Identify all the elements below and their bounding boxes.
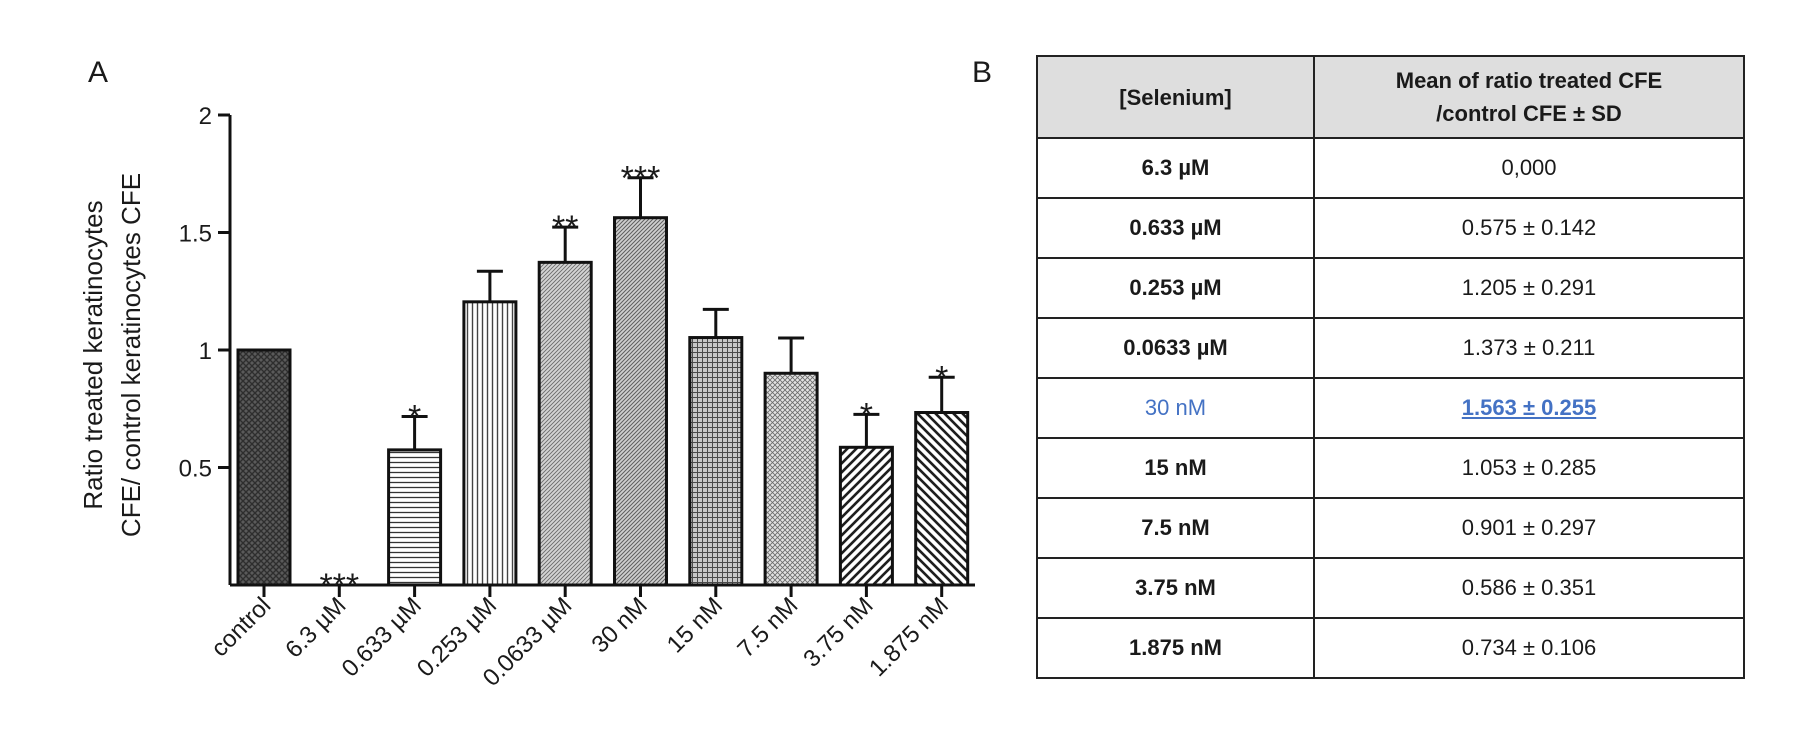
- table-header-row: [Selenium] Mean of ratio treated CFE /co…: [1036, 55, 1745, 139]
- row-mean: 0.575 ± 0.142: [1313, 197, 1745, 259]
- bar: [613, 216, 668, 587]
- table-row: 3.75 nM 0.586 ± 0.351: [1036, 557, 1745, 619]
- row-concentration: 3.75 nM: [1036, 557, 1315, 619]
- table-row: 0.253 µM 1.205 ± 0.291: [1036, 257, 1745, 319]
- y-tick-label: 1: [199, 338, 212, 365]
- row-concentration: 0.633 µM: [1036, 197, 1315, 259]
- y-ticks: 2 1.5 1 0.5: [179, 103, 230, 483]
- row-concentration: 0.253 µM: [1036, 257, 1315, 319]
- row-mean-value: 0.575 ± 0.142: [1461, 215, 1597, 240]
- table-row: 15 nM 1.053 ± 0.285: [1036, 437, 1745, 499]
- row-mean-value: 1.205 ± 0.291: [1461, 275, 1597, 300]
- header-selenium: [Selenium]: [1036, 55, 1315, 139]
- significance-marker: *: [408, 399, 421, 437]
- bar: [914, 411, 970, 587]
- row-mean-value: 0.586 ± 0.351: [1461, 575, 1597, 600]
- y-axis-label-line2: CFE/ control keratinocytes CFE: [116, 173, 146, 537]
- results-table-container: [Selenium] Mean of ratio treated CFE /co…: [1036, 55, 1745, 679]
- table-row: 1.875 nM 0.734 ± 0.106: [1036, 617, 1745, 679]
- row-mean: 1.053 ± 0.285: [1313, 437, 1745, 499]
- x-tick-label: 30 nM: [586, 592, 652, 658]
- x-tick-label: control: [206, 592, 276, 662]
- y-tick-label: 2: [199, 103, 212, 130]
- significance-marker: **: [552, 209, 578, 247]
- row-mean: 0.901 ± 0.297: [1313, 497, 1745, 559]
- bar-chart: Ratio treated keratinocytes CFE/ control…: [78, 103, 975, 692]
- row-concentration: 15 nM: [1036, 437, 1315, 499]
- bar: [462, 300, 518, 587]
- bar: [236, 348, 292, 587]
- row-mean-value: 0.734 ± 0.106: [1461, 635, 1597, 660]
- row-mean-value: 0,000: [1501, 155, 1557, 180]
- x-tick-label: 15 nM: [662, 592, 728, 658]
- bars: ***********: [236, 160, 970, 605]
- table-row: 0.0633 µM 1.373 ± 0.211: [1036, 317, 1745, 379]
- y-tick-label: 0.5: [179, 456, 212, 483]
- row-concentration: 0.0633 µM: [1036, 317, 1315, 379]
- row-mean: 0.734 ± 0.106: [1313, 617, 1745, 679]
- row-concentration: 6.3 µM: [1036, 137, 1315, 199]
- table-row: 7.5 nM 0.901 ± 0.297: [1036, 497, 1745, 559]
- significance-marker: *: [935, 359, 948, 397]
- bar: [537, 260, 593, 587]
- y-axis-label-line1: Ratio treated keratinocytes: [78, 200, 108, 509]
- significance-marker: ***: [621, 160, 661, 198]
- x-tick-label: 7.5 nM: [732, 592, 803, 663]
- bar: [688, 336, 744, 587]
- bar: [763, 371, 819, 587]
- row-concentration: 1.875 nM: [1036, 617, 1315, 679]
- x-tick-label: 6.3 µM: [280, 592, 351, 663]
- x-ticks: control 6.3 µM0.633 µM0.253 µM0.0633 µM 30…: [206, 585, 954, 692]
- y-axis-label: Ratio treated keratinocytes CFE/ control…: [78, 173, 146, 537]
- table-row: 0.633 µM 0.575 ± 0.142: [1036, 197, 1745, 259]
- x-tick-label: 1.875 nM: [864, 592, 954, 682]
- significance-marker: *: [860, 396, 873, 434]
- bar: [387, 448, 443, 587]
- row-concentration: 7.5 nM: [1036, 497, 1315, 559]
- row-concentration: 30 nM: [1036, 377, 1315, 439]
- row-mean-value: 1.373 ± 0.211: [1462, 335, 1596, 360]
- panel-a-label: A: [88, 56, 109, 89]
- row-mean: 1.205 ± 0.291: [1313, 257, 1745, 319]
- x-tick-label: 0.633 µM: [337, 592, 427, 682]
- header-mean-ratio: Mean of ratio treated CFE /control CFE ±…: [1313, 55, 1745, 139]
- row-mean[interactable]: 1.563 ± 0.255: [1313, 377, 1745, 439]
- header-mean-line2: /control CFE ± SD: [1436, 101, 1622, 126]
- panel-b-label: B: [972, 56, 993, 89]
- y-tick-label: 1.5: [179, 221, 212, 248]
- table-row-highlighted: 30 nM 1.563 ± 0.255: [1036, 377, 1745, 439]
- row-mean: 0.586 ± 0.351: [1313, 557, 1745, 619]
- row-mean-value-link[interactable]: 1.563 ± 0.255: [1461, 395, 1597, 420]
- row-mean-value: 1.053 ± 0.285: [1461, 455, 1597, 480]
- table-row: 6.3 µM 0,000: [1036, 137, 1745, 199]
- row-mean-value: 0.901 ± 0.297: [1461, 515, 1597, 540]
- row-mean: 1.373 ± 0.211: [1313, 317, 1745, 379]
- header-mean-line1: Mean of ratio treated CFE: [1395, 68, 1663, 93]
- bar: [838, 445, 894, 587]
- results-table: [Selenium] Mean of ratio treated CFE /co…: [1036, 55, 1745, 679]
- row-mean: 0,000: [1313, 137, 1745, 199]
